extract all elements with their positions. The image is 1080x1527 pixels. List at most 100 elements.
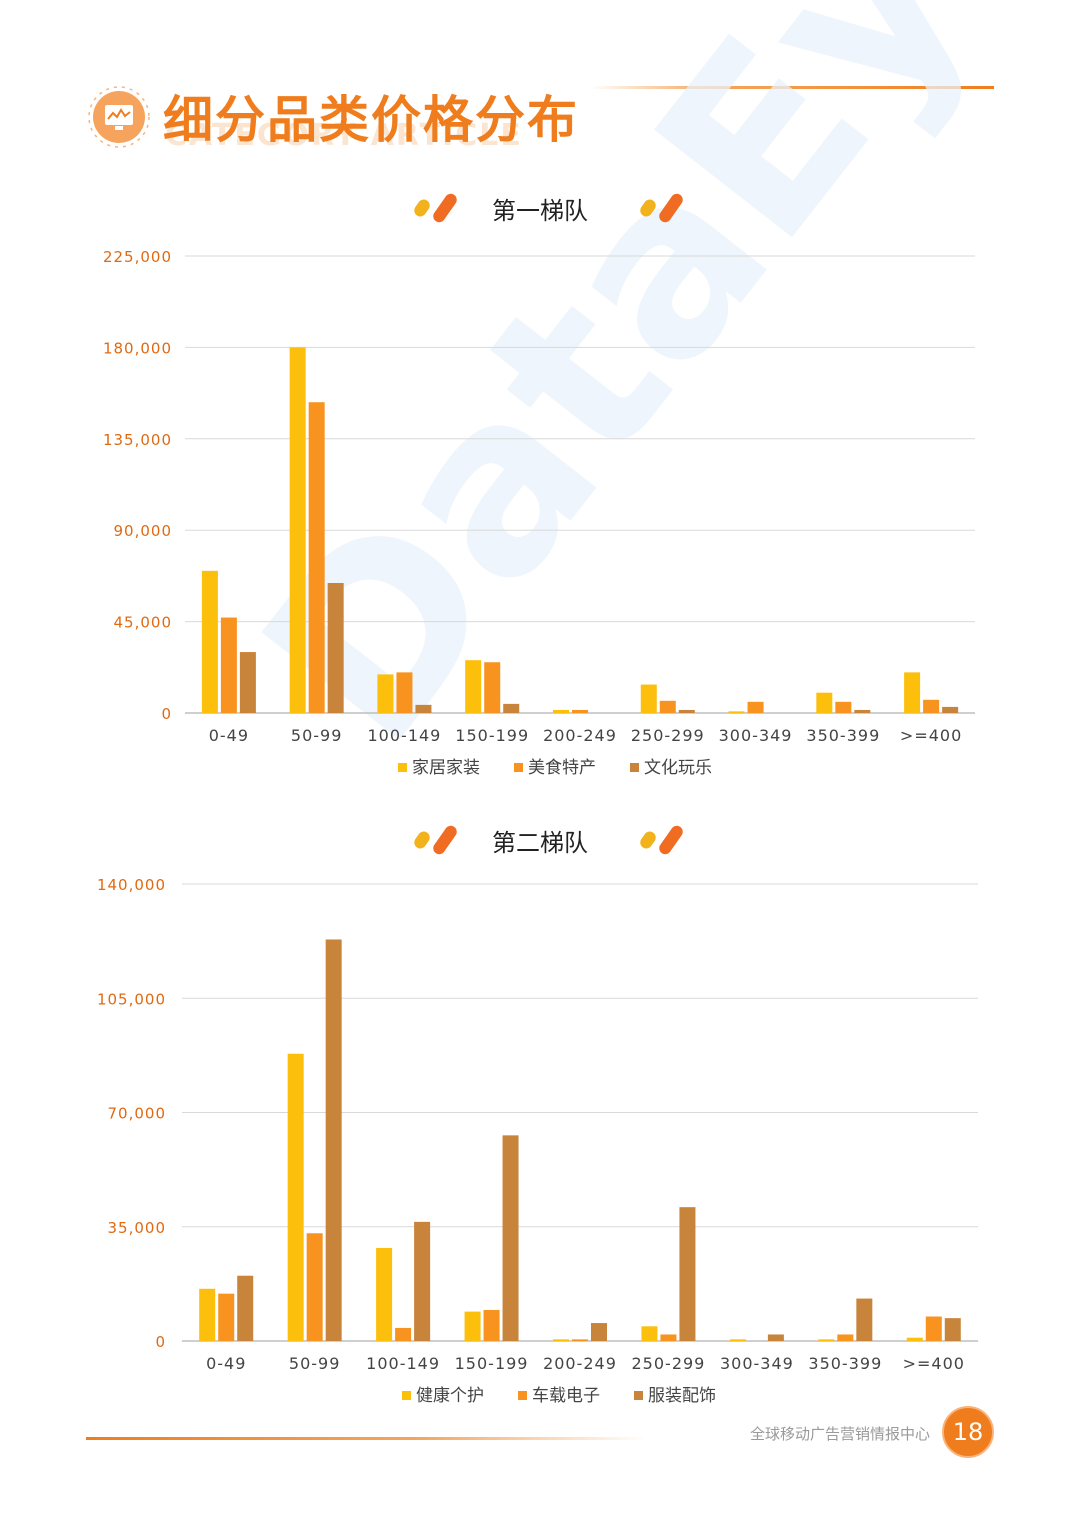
x-tick-label: 250-299 [631, 726, 705, 745]
bar [818, 1339, 835, 1341]
y-tick-label: 0 [161, 705, 172, 723]
bar [854, 709, 871, 713]
x-tick-label: 200-249 [543, 726, 617, 745]
chart-tier-2: 第二梯队 0 35,000 70,000 105,000 140,000 0-49 50-99… [97, 825, 978, 1406]
bar [678, 709, 695, 713]
legend-label: 车载电子 [532, 1386, 600, 1406]
chart-tier-1: 第一梯队 0 45,000 90,000 135,000 180,000 225,000 0-… [103, 193, 975, 778]
bar [942, 706, 959, 713]
decor-pill-icon [433, 825, 457, 855]
bar [395, 1327, 412, 1341]
decor-pill-icon [659, 825, 683, 855]
x-tick-label: 100-149 [366, 1354, 440, 1373]
bar [396, 672, 413, 713]
x-tick-label: 150-199 [455, 1354, 529, 1373]
bar [747, 701, 764, 713]
decor-pill-icon [414, 199, 430, 217]
bar [484, 662, 501, 713]
x-tick-label: 0-49 [209, 726, 249, 745]
decor-pill-shape [433, 825, 457, 855]
bar [199, 1288, 216, 1341]
legend-swatch [634, 1391, 643, 1400]
page-title: 细分品类价格分布 [163, 91, 579, 149]
bar [816, 692, 833, 713]
bar [327, 583, 344, 713]
bar [376, 1247, 393, 1341]
chart-monitor-icon [88, 86, 150, 148]
x-tick-label: 250-299 [632, 1354, 706, 1373]
y-tick-label: 140,000 [97, 876, 166, 894]
bar [923, 699, 940, 713]
bar [906, 1337, 923, 1341]
header-rule [590, 86, 994, 89]
legend-swatch [402, 1391, 411, 1400]
y-tick-label: 105,000 [97, 990, 166, 1008]
bar [641, 1326, 658, 1341]
chart-title: 第一梯队 [492, 197, 588, 225]
bar [414, 1221, 431, 1341]
x-tick-label: 300-349 [720, 1354, 794, 1373]
y-tick-label: 70,000 [108, 1105, 167, 1123]
bar [306, 1233, 323, 1341]
x-tick-label: 50-99 [289, 1354, 341, 1373]
bar [287, 1053, 304, 1341]
bar [237, 1275, 254, 1341]
x-tick-label: >=400 [900, 726, 962, 745]
legend-swatch [514, 763, 523, 772]
y-tick-label: 225,000 [103, 248, 172, 266]
x-tick-label: >=400 [903, 1354, 965, 1373]
page-number: 18 [942, 1406, 994, 1458]
y-tick-label: 35,000 [108, 1219, 167, 1237]
bar [377, 674, 394, 713]
bar [239, 652, 256, 713]
bar [944, 1318, 961, 1341]
legend-label: 文化玩乐 [644, 758, 712, 778]
bar [464, 1311, 481, 1341]
bar [502, 1135, 519, 1341]
decor-pill-shape [414, 831, 430, 849]
y-tick-label: 135,000 [103, 431, 172, 449]
x-tick-label: 350-399 [808, 1354, 882, 1373]
bar [289, 347, 306, 713]
bar [837, 1334, 854, 1341]
x-tick-label: 100-149 [368, 726, 442, 745]
decor-pill-shape [433, 193, 457, 223]
x-tick-label: 50-99 [291, 726, 343, 745]
legend-swatch [398, 763, 407, 772]
decor-pill-icon [414, 831, 430, 849]
bar [904, 672, 921, 713]
bar [308, 402, 325, 713]
legend-label: 健康个护 [416, 1386, 484, 1406]
bar [483, 1309, 500, 1341]
bar [325, 939, 342, 1341]
bar [201, 570, 218, 713]
decor-pill-icon [433, 193, 457, 223]
footer-rule [86, 1437, 646, 1440]
bar [572, 1339, 588, 1341]
legend-label: 家居家装 [412, 758, 480, 778]
bar [415, 704, 432, 713]
y-tick-label: 180,000 [103, 339, 172, 357]
bar [503, 703, 520, 713]
bar [553, 709, 569, 713]
bar [572, 709, 588, 713]
decor-pill-shape [659, 193, 683, 223]
legend-label: 服装配饰 [648, 1386, 716, 1406]
x-tick-label: 350-399 [806, 726, 880, 745]
bar [553, 1339, 569, 1341]
decor-pill-shape [659, 825, 683, 855]
bar [591, 1323, 607, 1341]
bar [679, 1207, 696, 1341]
legend-swatch [518, 1391, 527, 1400]
page-subtitle: CATEGORY ARTICLE [165, 118, 523, 153]
bar [465, 660, 482, 713]
bar [728, 711, 745, 713]
bar [660, 1334, 677, 1341]
bar [220, 617, 237, 713]
chart-title: 第二梯队 [492, 829, 588, 857]
decor-pill-shape [414, 199, 430, 217]
bar [640, 684, 657, 713]
bar [835, 701, 852, 713]
y-tick-label: 90,000 [114, 522, 173, 540]
decor-pill-icon [640, 199, 656, 217]
